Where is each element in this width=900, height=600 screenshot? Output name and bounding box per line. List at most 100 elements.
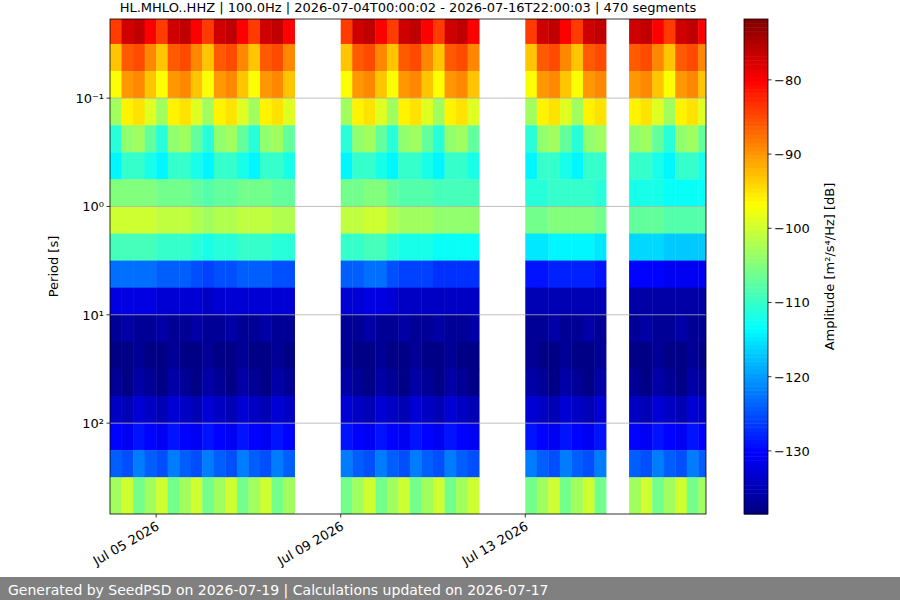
cell [571, 288, 583, 316]
colorbar-strip [744, 77, 768, 82]
cell [594, 234, 606, 261]
cell [687, 98, 699, 126]
cell [179, 206, 191, 234]
cell [468, 396, 480, 424]
cell [421, 71, 433, 99]
cell [191, 261, 203, 288]
cell [548, 71, 560, 99]
colorbar-strip [744, 473, 768, 478]
cell [675, 423, 687, 451]
y-tick-label: 10¹ [82, 308, 104, 323]
colorbar-strip [744, 48, 768, 53]
cell [168, 342, 180, 369]
cell [341, 234, 353, 261]
cell [445, 98, 457, 126]
cell [237, 179, 249, 207]
cell [168, 261, 180, 288]
cell [687, 315, 699, 343]
cell [156, 206, 168, 234]
cell [410, 315, 422, 343]
cell [548, 315, 560, 343]
cell [283, 477, 295, 514]
cell [571, 477, 583, 514]
cell [133, 288, 145, 316]
cell [675, 152, 687, 179]
cell [375, 206, 387, 234]
colorbar [744, 19, 768, 515]
cell [168, 71, 180, 99]
cell [191, 342, 203, 369]
cell [387, 369, 399, 396]
background [0, 0, 900, 600]
cell [629, 396, 641, 424]
cell [629, 234, 641, 261]
colorbar-strip [744, 469, 768, 474]
cell [168, 152, 180, 179]
cell [398, 315, 410, 343]
cell [537, 19, 549, 44]
cell [341, 125, 353, 152]
cell [168, 44, 180, 71]
colorbar-strip [744, 477, 768, 482]
cell [537, 234, 549, 261]
colorbar-strip [744, 324, 768, 329]
cell [468, 288, 480, 316]
cell [225, 396, 237, 424]
cell [122, 288, 134, 316]
x-tick-label: Jul 13 2026 [459, 519, 531, 569]
cell [687, 342, 699, 369]
cell [283, 261, 295, 288]
cell [398, 477, 410, 514]
cell [468, 261, 480, 288]
cell [202, 71, 214, 99]
cell [664, 234, 676, 261]
cell [168, 206, 180, 234]
cell [675, 450, 687, 477]
cell [398, 44, 410, 71]
cell [214, 125, 226, 152]
cell [156, 342, 168, 369]
cell [445, 19, 457, 44]
cell [225, 71, 237, 99]
cell [560, 234, 572, 261]
cell [571, 44, 583, 71]
cell [237, 71, 249, 99]
colorbar-strip [744, 139, 768, 144]
cell [456, 477, 468, 514]
cell [283, 369, 295, 396]
colorbar-tick-label: −120 [774, 370, 810, 385]
colorbar-strip [744, 357, 768, 362]
cell [594, 315, 606, 343]
cell [156, 179, 168, 207]
cell [352, 98, 364, 126]
cell [364, 477, 376, 514]
cell [398, 396, 410, 424]
cell [133, 179, 145, 207]
cell [560, 342, 572, 369]
cell [387, 396, 399, 424]
cell [583, 98, 595, 126]
cell [110, 234, 122, 261]
cell [364, 234, 376, 261]
cell [352, 342, 364, 369]
cell [698, 71, 706, 99]
cell [352, 315, 364, 343]
cell [594, 98, 606, 126]
cell [456, 125, 468, 152]
footer-bar [0, 577, 900, 600]
cell [202, 19, 214, 44]
cell [225, 369, 237, 396]
colorbar-strip [744, 498, 768, 503]
cell [687, 179, 699, 207]
cell [352, 369, 364, 396]
cell [122, 396, 134, 424]
cell [433, 44, 445, 71]
cell [698, 288, 706, 316]
colorbar-strip [744, 135, 768, 140]
colorbar-strip [744, 180, 768, 185]
cell [133, 396, 145, 424]
cell [456, 288, 468, 316]
cell [468, 125, 480, 152]
cell [214, 477, 226, 514]
cell [664, 71, 676, 99]
